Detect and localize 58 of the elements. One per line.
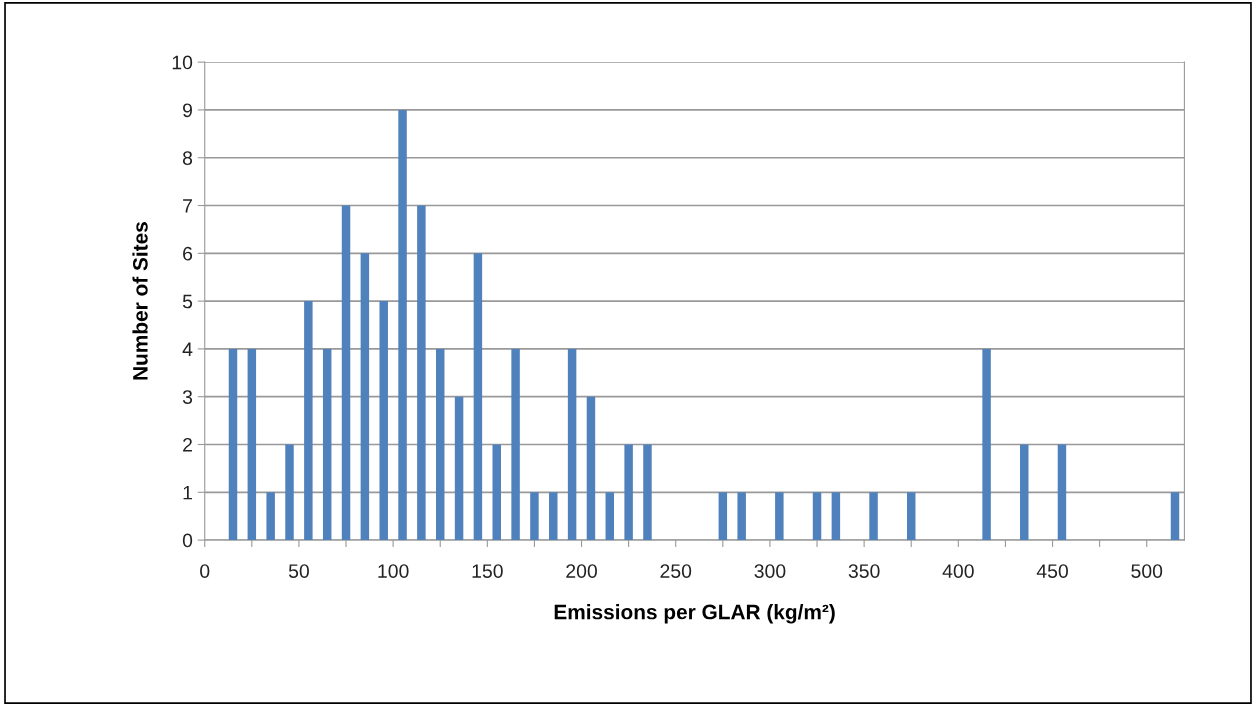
- bar: [605, 492, 615, 541]
- bar: [831, 492, 841, 541]
- bar: [247, 348, 257, 541]
- bar: [360, 253, 370, 541]
- bar: [530, 492, 539, 541]
- x-tick-label: 450: [1036, 564, 1068, 578]
- bar: [982, 348, 991, 541]
- y-tick-label: 2: [183, 437, 192, 452]
- x-tick-label: 500: [1131, 564, 1163, 578]
- bar: [511, 348, 520, 541]
- x-tick-label: 150: [472, 564, 503, 578]
- bar: [492, 444, 501, 541]
- y-tick-label: 0: [182, 533, 193, 548]
- bar: [643, 444, 652, 541]
- bar: [906, 492, 916, 541]
- y-axis-title: Number of Sites: [132, 222, 148, 380]
- y-tick-label: 5: [182, 294, 193, 309]
- bar: [285, 444, 294, 541]
- y-tick-label: 9: [183, 103, 192, 118]
- x-tick-label: 350: [848, 564, 880, 578]
- bar: [737, 492, 746, 541]
- bar: [341, 205, 351, 541]
- bar: [718, 492, 728, 541]
- bar: [473, 253, 483, 541]
- bar: [1020, 444, 1029, 541]
- y-tick-label: 1: [183, 485, 192, 500]
- bar: [454, 396, 464, 541]
- x-axis-title: Emissions per GLAR (kg/m²): [554, 604, 835, 624]
- bar: [624, 444, 633, 541]
- y-tick-label: 4: [182, 342, 193, 356]
- bar: [567, 348, 577, 541]
- bar: [1057, 444, 1067, 541]
- bar: [266, 492, 275, 541]
- x-tick-label: 0: [200, 564, 210, 578]
- bar: [869, 492, 878, 541]
- x-tick-label: 100: [378, 564, 409, 578]
- y-tick-label: 7: [183, 199, 192, 213]
- bar: [1170, 492, 1180, 541]
- bar: [435, 348, 445, 541]
- bar: [228, 348, 238, 541]
- x-tick-label: 400: [942, 564, 974, 578]
- x-tick-label: 50: [288, 564, 309, 578]
- bar: [775, 492, 784, 541]
- y-tick-label: 10: [172, 55, 193, 70]
- bar: [812, 492, 822, 541]
- bar: [398, 109, 407, 541]
- bar: [304, 301, 313, 541]
- y-tick-label: 8: [182, 151, 193, 165]
- x-tick-label: 300: [754, 564, 786, 578]
- bar: [586, 396, 596, 541]
- bar: [549, 492, 558, 541]
- bar: [379, 301, 388, 541]
- x-tick-label: 200: [566, 564, 597, 578]
- bar: [417, 205, 426, 541]
- bar: [322, 348, 332, 541]
- x-tick-label: 250: [660, 564, 692, 578]
- y-tick-label: 6: [183, 246, 193, 261]
- y-tick-label: 3: [182, 390, 193, 404]
